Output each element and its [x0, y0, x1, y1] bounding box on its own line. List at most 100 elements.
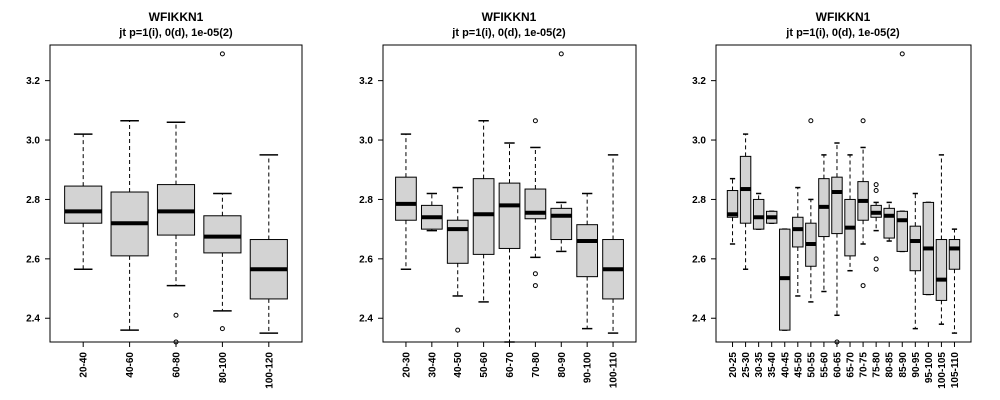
- box-40-45: [779, 228, 791, 331]
- chart-title: WFIKKN1: [149, 10, 204, 24]
- y-tick-label: 2.8: [26, 195, 40, 206]
- outlier-point: [873, 266, 879, 272]
- x-tick-label: 60-80: [172, 352, 183, 378]
- iqr-box: [935, 239, 948, 301]
- outlier-point: [808, 118, 814, 124]
- iqr-box: [446, 219, 469, 264]
- y-tick-label: 3.0: [359, 136, 373, 147]
- outlier-point: [558, 51, 564, 57]
- x-tick-label: 20-25: [728, 352, 739, 378]
- x-tick-label: 75-80: [872, 352, 883, 378]
- box-100-110: [602, 154, 624, 334]
- box-30-35: [752, 192, 765, 230]
- box-60-65: [831, 142, 843, 345]
- x-tick-label: 85-90: [898, 352, 909, 378]
- x-tick-label: 50-55: [806, 352, 817, 378]
- box-65-70: [844, 154, 856, 272]
- y-tick-label: 2.6: [26, 254, 40, 265]
- x-tick-label: 80-85: [885, 352, 896, 378]
- box-30-40: [420, 192, 443, 232]
- chart-subtitle: jt p=1(i), 0(d), 1e-05(2): [118, 27, 233, 39]
- outlier-point: [219, 51, 225, 57]
- outlier-point: [219, 326, 225, 332]
- box-60-80: [156, 121, 196, 345]
- iqr-box: [550, 207, 573, 241]
- box-75-80: [870, 182, 882, 272]
- box-80-100: [203, 51, 242, 332]
- y-tick-label: 2.6: [359, 254, 373, 265]
- box-105-110: [948, 228, 961, 334]
- box-100-120: [249, 154, 288, 334]
- outlier-point: [173, 312, 179, 318]
- x-tick-label: 90-100: [583, 352, 594, 384]
- box-80-90: [550, 51, 573, 253]
- y-tick-label: 3.0: [26, 136, 40, 147]
- y-tick-label: 3.0: [692, 136, 706, 147]
- x-tick-label: 20-30: [401, 352, 412, 378]
- x-tick-label: 40-60: [125, 352, 136, 378]
- iqr-box: [831, 176, 843, 235]
- box-50-55: [805, 118, 817, 303]
- x-tick-label: 55-60: [819, 352, 830, 378]
- x-tick-label: 20-40: [79, 352, 90, 378]
- x-tick-label: 90-95: [911, 352, 922, 378]
- x-tick-label: 50-60: [479, 352, 490, 378]
- box-80-85: [883, 201, 895, 242]
- x-tick-label: 30-40: [427, 352, 438, 378]
- iqr-box: [395, 176, 417, 221]
- box-70-75: [857, 118, 869, 289]
- box-50-60: [472, 119, 495, 303]
- x-tick-label: 80-100: [218, 352, 229, 384]
- iqr-box: [498, 182, 521, 249]
- iqr-box: [948, 239, 961, 270]
- box-85-90: [896, 51, 908, 253]
- iqr-box: [64, 185, 103, 224]
- x-tick-label: 65-70: [846, 352, 857, 378]
- outlier-point: [873, 256, 879, 262]
- x-tick-label: 100-120: [264, 352, 275, 389]
- x-tick-label: 105-110: [950, 352, 961, 389]
- x-tick-label: 25-30: [741, 352, 752, 378]
- x-tick-label: 60-70: [505, 352, 516, 378]
- iqr-box: [909, 225, 922, 272]
- outlier-point: [532, 271, 538, 277]
- x-tick-label: 95-100: [924, 352, 935, 384]
- outlier-point: [899, 51, 905, 57]
- iqr-box: [726, 190, 739, 218]
- x-tick-label: 40-45: [780, 352, 791, 378]
- plot-frame: [715, 44, 972, 343]
- y-tick-label: 2.4: [26, 314, 40, 325]
- x-tick-label: 30-35: [754, 352, 765, 378]
- chart-panel-2: WFIKKN1 jt p=1(i), 0(d), 1e-05(2) 2.4 2.6 2.…: [359, 10, 637, 388]
- outlier-point: [860, 283, 866, 289]
- y-tick-label: 2.6: [692, 254, 706, 265]
- x-tick-label: 70-80: [531, 352, 542, 378]
- x-tick-label: 40-50: [453, 352, 464, 378]
- iqr-box: [203, 215, 242, 254]
- x-tick-label: 70-75: [859, 352, 870, 378]
- chart-subtitle: jt p=1(i), 0(d), 1e-05(2): [785, 27, 900, 39]
- chart-panel-1: WFIKKN1 jt p=1(i), 0(d), 1e-05(2) 2.4 2.6 2.…: [26, 10, 303, 389]
- box-20-30: [395, 133, 417, 270]
- outlier-point: [532, 118, 538, 124]
- box-45-50: [792, 186, 804, 297]
- chart-subtitle: jt p=1(i), 0(d), 1e-05(2): [451, 27, 566, 39]
- outlier-point: [873, 182, 879, 188]
- box-90-95: [909, 192, 922, 330]
- y-tick-label: 2.4: [359, 314, 373, 325]
- iqr-box: [792, 216, 804, 248]
- box-95-100: [922, 201, 935, 296]
- y-tick-label: 2.8: [359, 195, 373, 206]
- iqr-box: [883, 207, 895, 239]
- box-40-50: [446, 186, 469, 333]
- box-55-60: [818, 154, 830, 293]
- box-100-105: [935, 154, 948, 325]
- box-35-40: [765, 210, 778, 224]
- outlier-point: [860, 118, 866, 124]
- outlier-point: [873, 188, 879, 194]
- box-70-80: [524, 118, 547, 289]
- box-40-60: [110, 119, 149, 331]
- x-tick-label: 80-90: [557, 352, 568, 378]
